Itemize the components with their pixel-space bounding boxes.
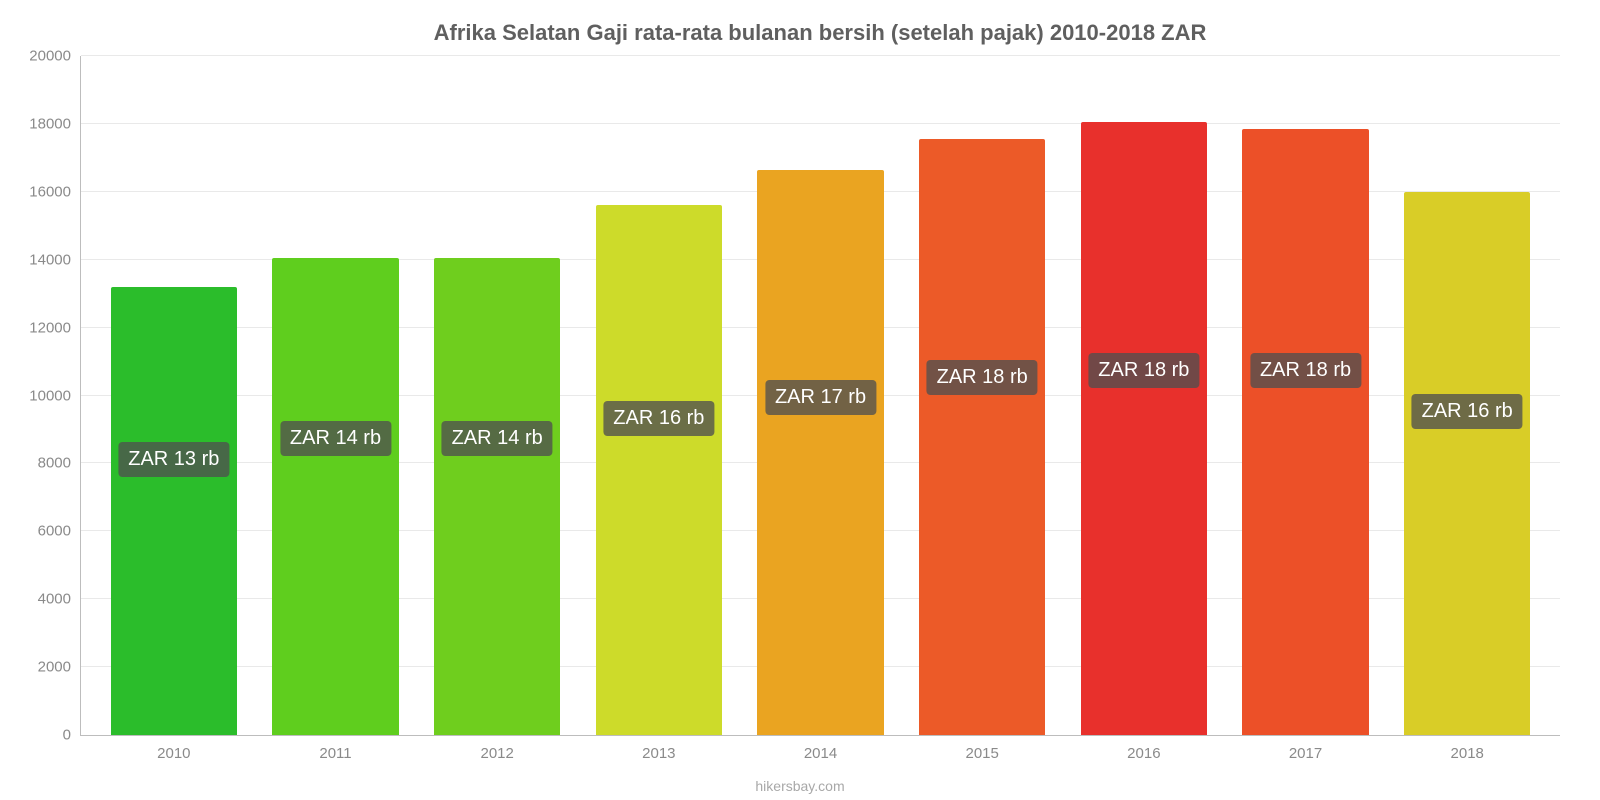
x-tick-label: 2014 [804, 735, 837, 762]
bar-slot: ZAR 18 rb2015 [901, 56, 1063, 735]
bar-value-badge: ZAR 16 rb [603, 401, 714, 436]
bar-value-badge: ZAR 13 rb [118, 442, 229, 477]
x-tick-label: 2018 [1451, 735, 1484, 762]
y-tick-label: 8000 [38, 455, 81, 472]
y-tick-label: 12000 [29, 319, 81, 336]
bar-slot: ZAR 16 rb2013 [578, 56, 740, 735]
y-tick-label: 18000 [29, 115, 81, 132]
plot-area: ZAR 13 rb2010ZAR 14 rb2011ZAR 14 rb2012Z… [80, 56, 1560, 736]
bar-slot: ZAR 13 rb2010 [93, 56, 255, 735]
bar-value-badge: ZAR 14 rb [442, 421, 553, 456]
bar [111, 287, 237, 735]
bar-value-badge: ZAR 18 rb [1088, 353, 1199, 388]
bar-value-badge: ZAR 14 rb [280, 421, 391, 456]
bar-slot: ZAR 14 rb2012 [416, 56, 578, 735]
bar [919, 139, 1045, 735]
y-tick-label: 10000 [29, 387, 81, 404]
x-tick-label: 2016 [1127, 735, 1160, 762]
bar [272, 258, 398, 735]
bar [1404, 192, 1530, 735]
x-tick-label: 2013 [642, 735, 675, 762]
y-tick-label: 20000 [29, 48, 81, 65]
bar [596, 205, 722, 735]
bar-slot: ZAR 17 rb2014 [740, 56, 902, 735]
bar-value-badge: ZAR 16 rb [1412, 394, 1523, 429]
y-tick-label: 2000 [38, 659, 81, 676]
bars-container: ZAR 13 rb2010ZAR 14 rb2011ZAR 14 rb2012Z… [81, 56, 1560, 735]
bar [434, 258, 560, 735]
bar [757, 170, 883, 735]
x-tick-label: 2011 [319, 735, 351, 762]
bar-slot: ZAR 18 rb2017 [1225, 56, 1387, 735]
x-tick-label: 2015 [966, 735, 999, 762]
bar-value-badge: ZAR 18 rb [1250, 353, 1361, 388]
attribution-text: hikersbay.com [755, 778, 844, 794]
bar [1081, 122, 1207, 735]
bar-slot: ZAR 14 rb2011 [255, 56, 417, 735]
chart-title: Afrika Selatan Gaji rata-rata bulanan be… [80, 20, 1560, 46]
bar-value-badge: ZAR 18 rb [927, 360, 1038, 395]
bar-value-badge: ZAR 17 rb [765, 380, 876, 415]
x-tick-label: 2012 [480, 735, 513, 762]
bar-slot: ZAR 16 rb2018 [1386, 56, 1548, 735]
bar [1242, 129, 1368, 735]
salary-bar-chart: Afrika Selatan Gaji rata-rata bulanan be… [0, 0, 1600, 800]
bar-slot: ZAR 18 rb2016 [1063, 56, 1225, 735]
y-tick-label: 4000 [38, 591, 81, 608]
y-tick-label: 14000 [29, 251, 81, 268]
y-tick-label: 0 [63, 727, 81, 744]
x-tick-label: 2017 [1289, 735, 1322, 762]
y-tick-label: 6000 [38, 523, 81, 540]
y-tick-label: 16000 [29, 183, 81, 200]
x-tick-label: 2010 [157, 735, 190, 762]
